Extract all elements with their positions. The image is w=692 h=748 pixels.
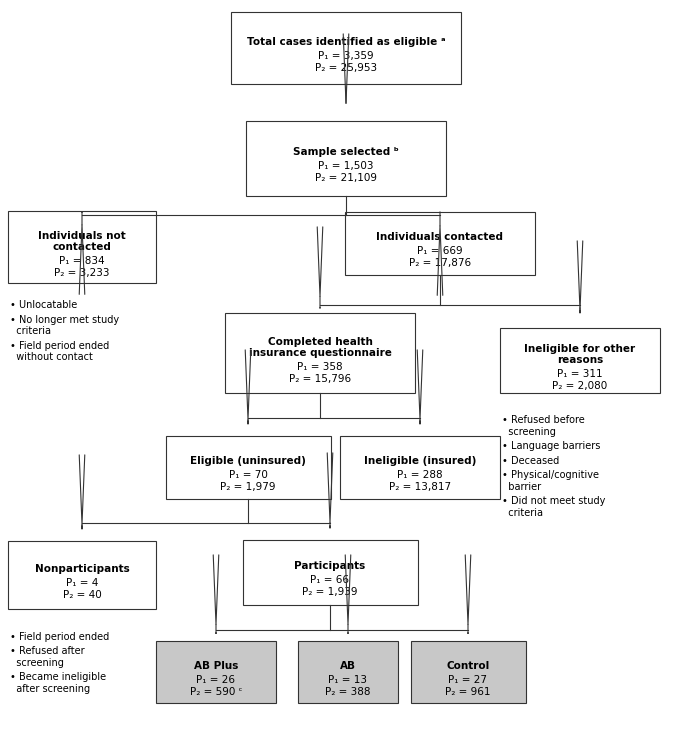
Text: Eligible (uninsured): Eligible (uninsured) bbox=[190, 456, 306, 466]
Text: P₂ = 21,109: P₂ = 21,109 bbox=[315, 173, 377, 183]
Text: • Did not meet study
  criteria: • Did not meet study criteria bbox=[502, 496, 606, 518]
Text: Total cases identified as eligible ᵃ: Total cases identified as eligible ᵃ bbox=[246, 37, 446, 47]
Bar bbox=[500, 328, 660, 393]
Text: P₁ = 70: P₁ = 70 bbox=[228, 470, 267, 480]
Text: Sample selected ᵇ: Sample selected ᵇ bbox=[293, 147, 399, 157]
Text: P₂ = 1,979: P₂ = 1,979 bbox=[220, 482, 275, 492]
Text: P₂ = 25,953: P₂ = 25,953 bbox=[315, 63, 377, 73]
Text: Completed health
insurance questionnaire: Completed health insurance questionnaire bbox=[248, 337, 392, 358]
Text: P₁ = 311: P₁ = 311 bbox=[557, 369, 603, 378]
Bar bbox=[225, 313, 415, 393]
Bar bbox=[298, 641, 398, 703]
Text: Participants: Participants bbox=[294, 561, 365, 571]
Text: • Became ineligible
  after screening: • Became ineligible after screening bbox=[10, 672, 106, 694]
Text: P₁ = 358: P₁ = 358 bbox=[297, 361, 343, 372]
Text: P₂ = 590 ᶜ: P₂ = 590 ᶜ bbox=[190, 687, 242, 697]
Text: P₁ = 27: P₁ = 27 bbox=[448, 675, 487, 685]
Text: • Unlocatable: • Unlocatable bbox=[10, 300, 78, 310]
Text: • Refused after
  screening: • Refused after screening bbox=[10, 646, 84, 668]
Text: P₂ = 3,233: P₂ = 3,233 bbox=[54, 268, 110, 278]
Text: P₁ = 26: P₁ = 26 bbox=[197, 675, 235, 685]
Bar bbox=[340, 435, 500, 498]
Text: P₂ = 15,796: P₂ = 15,796 bbox=[289, 373, 351, 384]
Text: P₁ = 834: P₁ = 834 bbox=[60, 256, 104, 266]
Text: • Physical/cognitive
  barrier: • Physical/cognitive barrier bbox=[502, 470, 599, 491]
Text: P₂ = 961: P₂ = 961 bbox=[445, 687, 491, 697]
Text: P₂ = 13,817: P₂ = 13,817 bbox=[389, 482, 451, 492]
Text: Individuals not
contacted: Individuals not contacted bbox=[38, 230, 126, 252]
Text: P₁ = 1,503: P₁ = 1,503 bbox=[318, 161, 374, 171]
Bar bbox=[165, 435, 331, 498]
Text: P₂ = 1,939: P₂ = 1,939 bbox=[302, 587, 358, 597]
Text: P₁ = 66: P₁ = 66 bbox=[311, 575, 349, 585]
Bar bbox=[345, 212, 535, 275]
Text: • No longer met study
  criteria: • No longer met study criteria bbox=[10, 314, 119, 336]
Text: • Language barriers: • Language barriers bbox=[502, 441, 601, 451]
Bar bbox=[156, 641, 276, 703]
Text: P₁ = 3,359: P₁ = 3,359 bbox=[318, 51, 374, 61]
Text: • Deceased: • Deceased bbox=[502, 456, 559, 465]
Text: P₂ = 40: P₂ = 40 bbox=[62, 590, 101, 600]
Bar bbox=[246, 120, 446, 195]
Text: P₁ = 4: P₁ = 4 bbox=[66, 578, 98, 588]
Text: P₁ = 13: P₁ = 13 bbox=[329, 675, 367, 685]
Text: Individuals contacted: Individuals contacted bbox=[376, 232, 504, 242]
Text: AB Plus: AB Plus bbox=[194, 661, 238, 671]
Bar bbox=[242, 539, 417, 604]
Bar bbox=[8, 541, 156, 609]
Text: Ineligible for other
reasons: Ineligible for other reasons bbox=[525, 343, 635, 365]
Text: P₁ = 669: P₁ = 669 bbox=[417, 246, 463, 256]
Text: Control: Control bbox=[446, 661, 490, 671]
Text: Nonparticipants: Nonparticipants bbox=[35, 564, 129, 574]
Text: • Field period ended
  without contact: • Field period ended without contact bbox=[10, 340, 109, 362]
Text: Ineligible (insured): Ineligible (insured) bbox=[364, 456, 476, 466]
Text: P₁ = 288: P₁ = 288 bbox=[397, 470, 443, 480]
Bar bbox=[410, 641, 525, 703]
Bar bbox=[231, 12, 461, 84]
Text: P₂ = 2,080: P₂ = 2,080 bbox=[552, 381, 608, 390]
Text: AB: AB bbox=[340, 661, 356, 671]
Text: P₂ = 17,876: P₂ = 17,876 bbox=[409, 258, 471, 268]
Bar bbox=[8, 211, 156, 283]
Text: • Refused before
  screening: • Refused before screening bbox=[502, 415, 585, 437]
Text: • Field period ended: • Field period ended bbox=[10, 632, 109, 642]
Text: P₂ = 388: P₂ = 388 bbox=[325, 687, 371, 697]
